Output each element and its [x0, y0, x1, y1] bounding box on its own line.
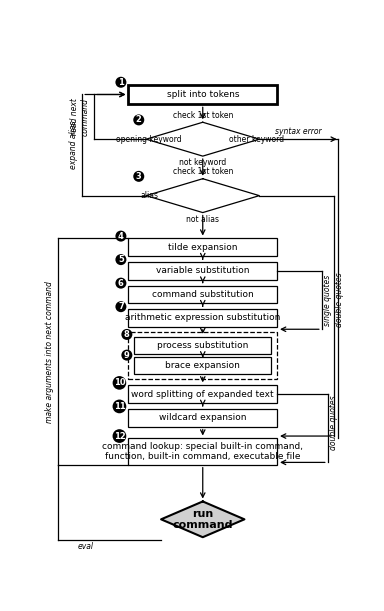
Polygon shape	[146, 178, 259, 213]
Text: 5: 5	[118, 255, 124, 264]
FancyBboxPatch shape	[134, 357, 271, 375]
Text: eval: eval	[78, 543, 94, 551]
Text: not alias: not alias	[186, 215, 219, 224]
Text: 2: 2	[136, 115, 142, 125]
Text: double quotes: double quotes	[329, 395, 338, 450]
Text: 4: 4	[118, 232, 124, 241]
Text: run
command: run command	[172, 508, 233, 530]
Text: expand alias: expand alias	[69, 121, 78, 169]
Text: check 1st token: check 1st token	[172, 167, 233, 177]
Text: brace expansion: brace expansion	[166, 362, 240, 370]
Text: split into tokens: split into tokens	[167, 90, 239, 99]
FancyBboxPatch shape	[128, 84, 277, 104]
Polygon shape	[161, 502, 245, 537]
Text: check 1st token: check 1st token	[172, 111, 233, 120]
FancyBboxPatch shape	[128, 309, 277, 327]
Text: 8: 8	[124, 330, 130, 339]
FancyBboxPatch shape	[128, 262, 277, 280]
Text: 9: 9	[124, 351, 130, 360]
Text: alias: alias	[140, 191, 158, 200]
Text: make arguments into next command: make arguments into next command	[45, 280, 54, 423]
FancyBboxPatch shape	[128, 332, 277, 379]
Text: command substitution: command substitution	[152, 290, 253, 299]
Text: arithmetic expression substitution: arithmetic expression substitution	[125, 313, 280, 323]
Text: 11: 11	[114, 402, 125, 411]
FancyBboxPatch shape	[128, 386, 277, 403]
FancyBboxPatch shape	[128, 285, 277, 304]
Text: 1: 1	[118, 78, 124, 87]
Text: 10: 10	[114, 378, 125, 387]
Text: opening keyword: opening keyword	[116, 134, 182, 144]
Text: 12: 12	[114, 431, 125, 441]
Text: read next
command: read next command	[70, 98, 90, 136]
Text: not keyword: not keyword	[179, 158, 227, 167]
Text: tilde expansion: tilde expansion	[168, 243, 237, 252]
Text: variable substitution: variable substitution	[156, 266, 250, 276]
FancyBboxPatch shape	[134, 337, 271, 354]
Text: double quotes: double quotes	[334, 273, 344, 327]
Text: process substitution: process substitution	[157, 341, 248, 349]
Text: command lookup: special built-in command,
function, built-in command, executable: command lookup: special built-in command…	[102, 442, 303, 461]
Text: 3: 3	[136, 172, 142, 181]
FancyBboxPatch shape	[128, 409, 277, 426]
Text: other keyword: other keyword	[229, 134, 284, 144]
Text: syntax error: syntax error	[275, 127, 322, 136]
FancyBboxPatch shape	[128, 439, 277, 465]
Text: wildcard expansion: wildcard expansion	[159, 413, 247, 422]
Polygon shape	[146, 122, 259, 156]
Text: 6: 6	[118, 279, 124, 288]
Text: word splitting of expanded text: word splitting of expanded text	[131, 390, 274, 399]
Text: single quotes: single quotes	[323, 274, 332, 326]
Text: 7: 7	[118, 302, 124, 311]
FancyBboxPatch shape	[128, 238, 277, 257]
